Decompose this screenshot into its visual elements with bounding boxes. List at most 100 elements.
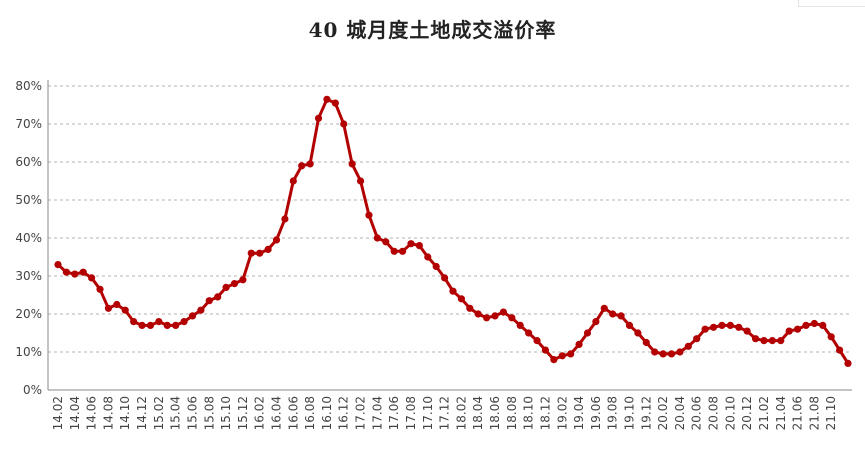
- data-point: [642, 338, 650, 347]
- data-point: [323, 95, 331, 103]
- data-point: [743, 327, 751, 335]
- x-tick-label: 21.08: [807, 396, 821, 430]
- x-tick-label: 17.08: [404, 396, 418, 430]
- corner-frame: [798, 0, 865, 7]
- x-tick-label: 16.08: [303, 396, 317, 430]
- data-point: [785, 327, 793, 335]
- data-point: [432, 262, 440, 271]
- x-tick-label: 20.04: [673, 396, 687, 430]
- y-tick-label: 40%: [15, 231, 42, 245]
- data-point: [709, 323, 718, 331]
- data-point: [600, 304, 608, 312]
- data-point: [474, 310, 482, 318]
- data-point: [281, 215, 289, 223]
- x-tick-label: 17.04: [370, 396, 384, 430]
- x-tick-label: 20.06: [690, 396, 704, 430]
- y-tick-label: 80%: [15, 79, 42, 93]
- x-tick-label: 14.04: [68, 396, 82, 430]
- data-point: [130, 318, 138, 326]
- data-point: [306, 160, 314, 168]
- data-point: [516, 321, 524, 329]
- data-point: [88, 274, 96, 282]
- x-tick-label: 15.04: [169, 396, 183, 430]
- data-point: [558, 352, 566, 360]
- data-point: [844, 359, 852, 367]
- data-point: [777, 337, 785, 345]
- data-point: [541, 346, 550, 354]
- x-tick-label: 17.02: [354, 396, 368, 430]
- data-point: [760, 337, 768, 345]
- x-tick-label: 21.10: [824, 396, 838, 430]
- data-point: [793, 325, 802, 333]
- data-point: [331, 99, 339, 107]
- x-tick-label: 17.12: [438, 396, 452, 430]
- x-tick-label: 18.06: [488, 396, 502, 430]
- data-point: [617, 312, 625, 320]
- data-point: [835, 346, 844, 354]
- gridlines: [48, 85, 852, 353]
- data-point: [508, 314, 516, 322]
- data-point: [104, 304, 113, 312]
- x-tick-label: 21.04: [774, 396, 788, 430]
- data-point: [634, 329, 642, 337]
- data-point: [390, 247, 398, 255]
- data-point: [197, 306, 205, 314]
- x-tick-label: 16.04: [270, 396, 284, 430]
- data-point: [113, 300, 121, 309]
- data-point: [499, 308, 508, 316]
- data-point: [356, 177, 365, 185]
- data-point: [155, 318, 163, 326]
- data-point: [718, 321, 726, 329]
- x-tick-label: 21.06: [791, 396, 805, 430]
- x-tick-label: 15.06: [185, 396, 199, 430]
- data-point: [659, 350, 667, 358]
- data-point: [163, 321, 171, 329]
- data-point: [71, 270, 79, 278]
- chart-title: 40 城月度土地成交溢价率: [308, 18, 557, 42]
- data-point: [348, 160, 356, 168]
- data-point: [440, 274, 449, 282]
- x-tick-label: 16.02: [253, 396, 267, 430]
- data-point: [550, 356, 558, 364]
- x-tick-label: 18.12: [538, 396, 552, 430]
- y-tick-label: 10%: [15, 345, 42, 359]
- y-axis-tick-labels: 0% 10% 20% 30% 40% 50% 60% 70% 80%: [15, 79, 42, 397]
- x-tick-label: 19.06: [589, 396, 603, 430]
- x-tick-label: 19.08: [606, 396, 620, 430]
- data-point: [79, 268, 87, 276]
- x-tick-label: 15.10: [219, 396, 233, 430]
- x-tick-label: 15.02: [152, 396, 166, 430]
- data-point: [239, 276, 247, 284]
- x-tick-label: 14.08: [101, 396, 115, 430]
- data-point: [726, 321, 734, 329]
- data-point: [121, 306, 129, 314]
- x-tick-label: 16.12: [337, 396, 351, 430]
- x-tick-label: 20.10: [723, 396, 737, 430]
- data-point: [667, 350, 676, 358]
- x-tick-label: 14.10: [118, 396, 132, 430]
- x-axis-tick-labels: 14.02 14.04 14.06 14.08 14.10 14.12 15.02 15.04…: [51, 396, 838, 430]
- data-point: [256, 249, 264, 257]
- data-point: [54, 261, 62, 269]
- data-point: [491, 312, 499, 320]
- data-point: [188, 312, 197, 320]
- x-tick-label: 17.10: [421, 396, 435, 430]
- data-point: [340, 120, 348, 128]
- x-tick-label: 16.10: [320, 396, 334, 430]
- data-point: [693, 335, 701, 343]
- x-tick-label: 19.12: [639, 396, 653, 430]
- data-point: [96, 285, 104, 293]
- data-point: [222, 283, 230, 291]
- data-point: [583, 329, 592, 337]
- y-tick-label: 0%: [23, 383, 42, 397]
- x-tick-label: 14.02: [51, 396, 65, 430]
- data-point: [230, 280, 239, 288]
- data-point: [768, 337, 776, 345]
- data-point: [735, 323, 743, 331]
- data-point: [205, 297, 213, 305]
- data-point: [138, 321, 146, 329]
- data-point: [407, 240, 415, 248]
- data-point: [214, 293, 222, 301]
- data-point: [525, 329, 533, 337]
- data-point: [802, 321, 810, 329]
